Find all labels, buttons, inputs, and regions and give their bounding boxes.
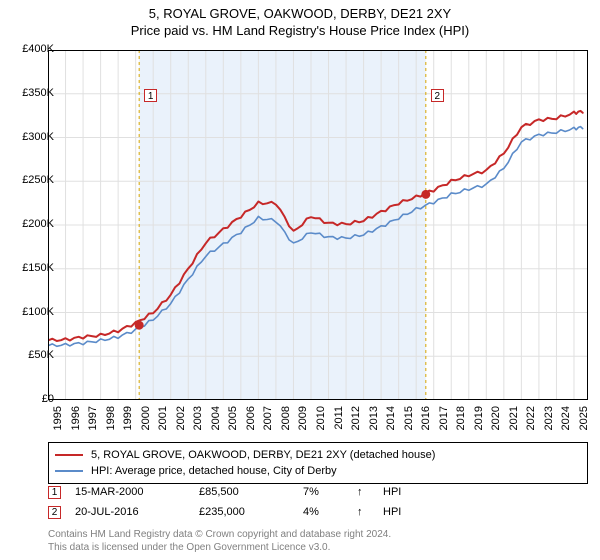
y-tick-label: £100K: [4, 306, 54, 318]
x-tick-label: 2023: [543, 406, 555, 446]
sale-marker-box: 2: [48, 506, 61, 519]
y-tick-label: £0: [4, 393, 54, 405]
chart-title-sub: Price paid vs. HM Land Registry's House …: [0, 23, 600, 38]
x-tick-label: 2003: [192, 406, 204, 446]
legend-item: HPI: Average price, detached house, City…: [55, 463, 581, 479]
x-tick-label: 2002: [175, 406, 187, 446]
sale-date: 20-JUL-2016: [75, 506, 185, 518]
x-tick-label: 2008: [280, 406, 292, 446]
x-tick-label: 2005: [227, 406, 239, 446]
y-tick-label: £50K: [4, 349, 54, 361]
x-tick-label: 2025: [578, 406, 590, 446]
x-tick-label: 2022: [525, 406, 537, 446]
chart-title-block: 5, ROYAL GROVE, OAKWOOD, DERBY, DE21 2XY…: [0, 0, 600, 42]
x-tick-label: 2021: [508, 406, 520, 446]
sale-records: 1 15-MAR-2000 £85,500 7% ↑ HPI 2 20-JUL-…: [48, 482, 588, 522]
chart-marker-box: 1: [144, 89, 157, 102]
y-tick-label: £150K: [4, 262, 54, 274]
x-tick-label: 2001: [157, 406, 169, 446]
y-tick-label: £350K: [4, 87, 54, 99]
sale-row: 1 15-MAR-2000 £85,500 7% ↑ HPI: [48, 482, 588, 502]
x-tick-label: 2016: [420, 406, 432, 446]
sale-row: 2 20-JUL-2016 £235,000 4% ↑ HPI: [48, 502, 588, 522]
sale-suffix: HPI: [383, 506, 401, 518]
arrow-up-icon: ↑: [357, 506, 369, 518]
x-tick-label: 2006: [245, 406, 257, 446]
x-tick-label: 1997: [87, 406, 99, 446]
x-tick-label: 1996: [70, 406, 82, 446]
x-tick-label: 1995: [52, 406, 64, 446]
x-tick-label: 2010: [315, 406, 327, 446]
sale-suffix: HPI: [383, 486, 401, 498]
x-tick-label: 1998: [105, 406, 117, 446]
x-tick-label: 2019: [473, 406, 485, 446]
x-tick-label: 2024: [560, 406, 572, 446]
x-tick-label: 1999: [122, 406, 134, 446]
sale-price: £85,500: [199, 486, 289, 498]
x-tick-label: 2014: [385, 406, 397, 446]
y-tick-label: £250K: [4, 174, 54, 186]
x-tick-label: 2015: [403, 406, 415, 446]
legend-swatch: [55, 470, 83, 472]
legend-item: 5, ROYAL GROVE, OAKWOOD, DERBY, DE21 2XY…: [55, 447, 581, 463]
y-tick-label: £300K: [4, 131, 54, 143]
legend-label: 5, ROYAL GROVE, OAKWOOD, DERBY, DE21 2XY…: [91, 449, 435, 461]
x-tick-label: 2007: [262, 406, 274, 446]
chart-svg: [48, 50, 588, 400]
y-tick-label: £400K: [4, 43, 54, 55]
sale-pct: 7%: [303, 486, 343, 498]
x-tick-label: 2009: [297, 406, 309, 446]
x-tick-label: 2017: [438, 406, 450, 446]
footer-line: This data is licensed under the Open Gov…: [48, 541, 588, 554]
x-tick-label: 2020: [490, 406, 502, 446]
chart-title-main: 5, ROYAL GROVE, OAKWOOD, DERBY, DE21 2XY: [0, 6, 600, 21]
x-tick-label: 2004: [210, 406, 222, 446]
chart-marker-box: 2: [431, 89, 444, 102]
x-tick-label: 2000: [140, 406, 152, 446]
y-tick-label: £200K: [4, 218, 54, 230]
footer-line: Contains HM Land Registry data © Crown c…: [48, 528, 588, 541]
chart-plot-area: [48, 50, 588, 400]
legend-label: HPI: Average price, detached house, City…: [91, 465, 337, 477]
legend-swatch: [55, 454, 83, 456]
arrow-up-icon: ↑: [357, 486, 369, 498]
x-tick-label: 2018: [455, 406, 467, 446]
sale-date: 15-MAR-2000: [75, 486, 185, 498]
x-tick-label: 2012: [350, 406, 362, 446]
sale-marker-box: 1: [48, 486, 61, 499]
x-tick-label: 2011: [333, 406, 345, 446]
x-tick-label: 2013: [368, 406, 380, 446]
footer-attribution: Contains HM Land Registry data © Crown c…: [48, 528, 588, 554]
sale-price: £235,000: [199, 506, 289, 518]
sale-pct: 4%: [303, 506, 343, 518]
legend: 5, ROYAL GROVE, OAKWOOD, DERBY, DE21 2XY…: [48, 442, 588, 484]
